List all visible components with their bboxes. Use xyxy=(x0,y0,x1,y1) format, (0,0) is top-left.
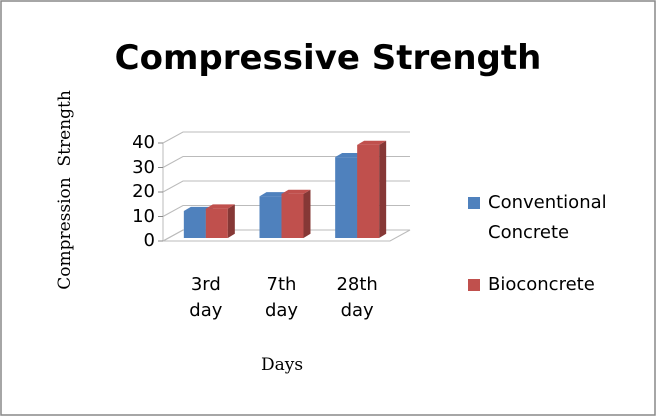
bar-side xyxy=(227,204,235,238)
grid-line xyxy=(162,205,410,217)
grid-line xyxy=(162,180,410,193)
grid-line xyxy=(162,156,410,168)
bar-top xyxy=(183,206,213,212)
y-tick-label: 10 xyxy=(132,205,155,227)
x-tick-label: 28th day xyxy=(336,274,378,321)
x-tick-label: 7th day xyxy=(264,274,299,321)
x-axis-label: Days xyxy=(260,355,304,375)
bar-side xyxy=(379,140,387,238)
grid-line xyxy=(162,229,410,242)
bar-top xyxy=(259,192,289,197)
y-tick-label: 40 xyxy=(132,132,155,153)
grid-line xyxy=(162,131,410,144)
bar-front xyxy=(335,157,358,238)
bar xyxy=(205,204,235,238)
legend-label: Bioconcrete xyxy=(488,274,595,295)
bar-top xyxy=(357,140,387,145)
bar-top xyxy=(281,189,311,194)
x-tick-label: 3rd day xyxy=(189,274,223,321)
bar-side xyxy=(303,189,311,238)
bar-front xyxy=(259,196,282,238)
bar-front xyxy=(205,208,228,238)
bar-front xyxy=(183,211,206,238)
y-tick-label: 0 xyxy=(143,230,155,251)
legend-label: Conventional Concrete xyxy=(488,192,607,243)
bar-front xyxy=(281,193,304,238)
bar-top xyxy=(335,152,365,158)
bar-top xyxy=(205,204,235,209)
legend-swatch xyxy=(468,279,480,291)
legend-swatch xyxy=(468,197,480,209)
y-tick-label: 30 xyxy=(132,156,155,178)
y-axis-label: Compression Strength xyxy=(55,90,75,290)
chart-title: Compressive Strength xyxy=(114,38,542,78)
bar xyxy=(357,140,387,238)
bar-front xyxy=(357,144,380,238)
bar xyxy=(281,189,311,238)
y-tick-label: 20 xyxy=(132,181,155,202)
